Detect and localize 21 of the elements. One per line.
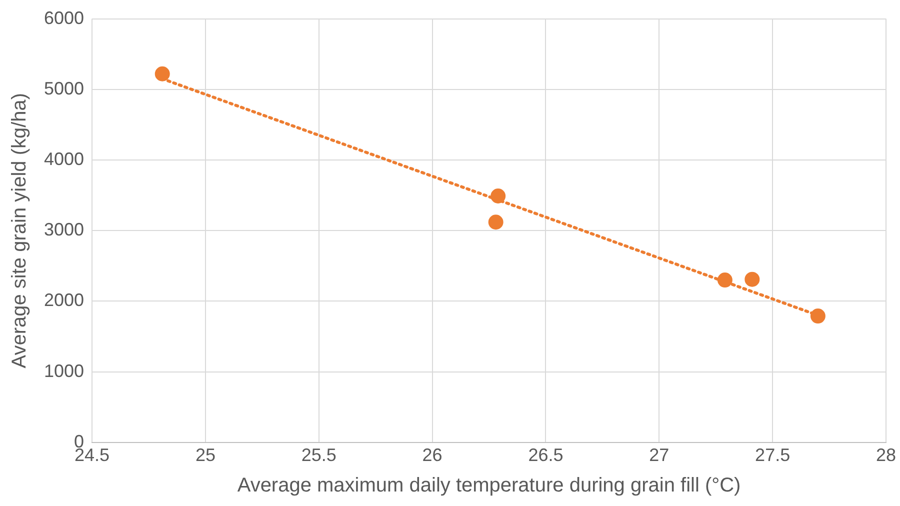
y-tick-label: 2000 — [44, 290, 84, 310]
x-tick-label: 26 — [422, 445, 442, 466]
point — [154, 66, 170, 82]
x-tick-label: 25 — [195, 445, 216, 466]
point — [488, 214, 504, 230]
x-tick-label: 28 — [876, 445, 896, 466]
point — [744, 272, 760, 287]
y-tick-label: 1000 — [44, 360, 84, 381]
y-tick-label: 5000 — [44, 78, 84, 98]
y-tick-label: 3000 — [44, 220, 84, 240]
y-axis-title: Average site grain yield (kg/ha) — [8, 92, 31, 368]
y-tick-label: 6000 — [44, 8, 84, 28]
x-axis-title: Average maximum daily temperature during grain fill (°C) — [237, 474, 741, 497]
x-tick-label: 25.5 — [301, 445, 336, 466]
point — [810, 308, 826, 324]
x-tick-label: 27 — [649, 445, 670, 466]
point — [490, 188, 506, 204]
x-tick-label: 27.5 — [755, 445, 790, 466]
y-tick-label: 4000 — [44, 148, 84, 169]
x-tick-label: 26.5 — [528, 445, 564, 466]
point — [717, 272, 732, 288]
